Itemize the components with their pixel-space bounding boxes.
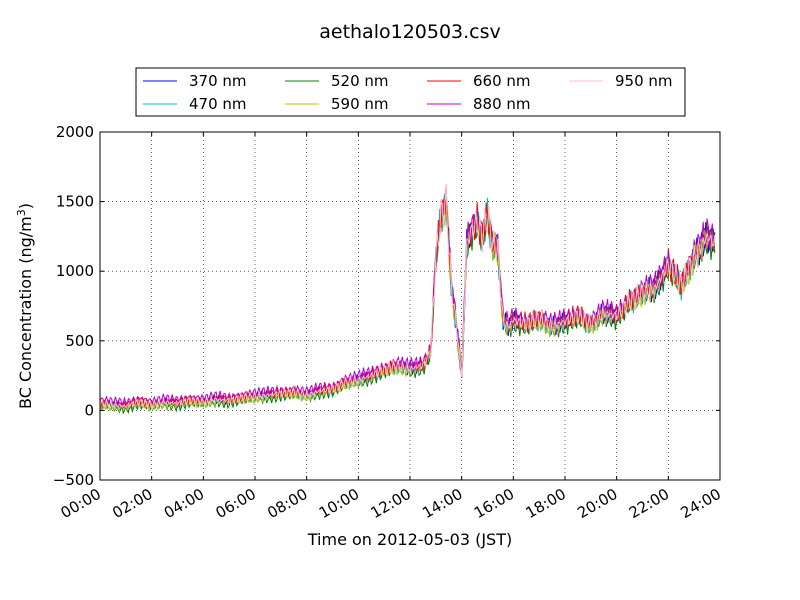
y-axis-label-end: ) — [16, 203, 35, 209]
chart-title: aethalo120503.csv — [319, 21, 501, 43]
series-line — [100, 184, 716, 408]
legend-box — [135, 67, 686, 117]
legend-label: 880 nm — [473, 95, 531, 113]
legend-label: 950 nm — [615, 72, 673, 90]
y-axis-label-main: BC Concentration (ng/m — [16, 216, 35, 409]
y-tick-labels: −500 0 500 1000 1500 2000 — [53, 123, 94, 489]
y-tick-label: 0 — [84, 401, 94, 419]
legend: 370 nm 470 nm 520 nm 590 nm 660 nm 880 nm 950 … — [135, 67, 686, 117]
grid — [100, 132, 720, 480]
ticks — [99, 131, 721, 481]
series-line — [100, 183, 716, 411]
legend-label: 370 nm — [189, 72, 247, 90]
y-axis-label: BC Concentration (ng/m3) — [15, 203, 35, 409]
x-axis-label: Time on 2012-05-03 (JST) — [307, 530, 512, 549]
legend-label: 590 nm — [331, 95, 389, 113]
legend-label: 520 nm — [331, 72, 389, 90]
y-tick-label: −500 — [53, 471, 94, 489]
y-tick-label: 2000 — [56, 123, 94, 141]
y-tick-label: 1500 — [56, 193, 94, 211]
legend-label: 660 nm — [473, 72, 531, 90]
legend-label: 470 nm — [189, 95, 247, 113]
series-layer — [100, 183, 716, 415]
y-tick-label: 1000 — [56, 262, 94, 280]
y-axis-label-sup: 3 — [15, 209, 28, 216]
y-tick-label: 500 — [65, 332, 94, 350]
